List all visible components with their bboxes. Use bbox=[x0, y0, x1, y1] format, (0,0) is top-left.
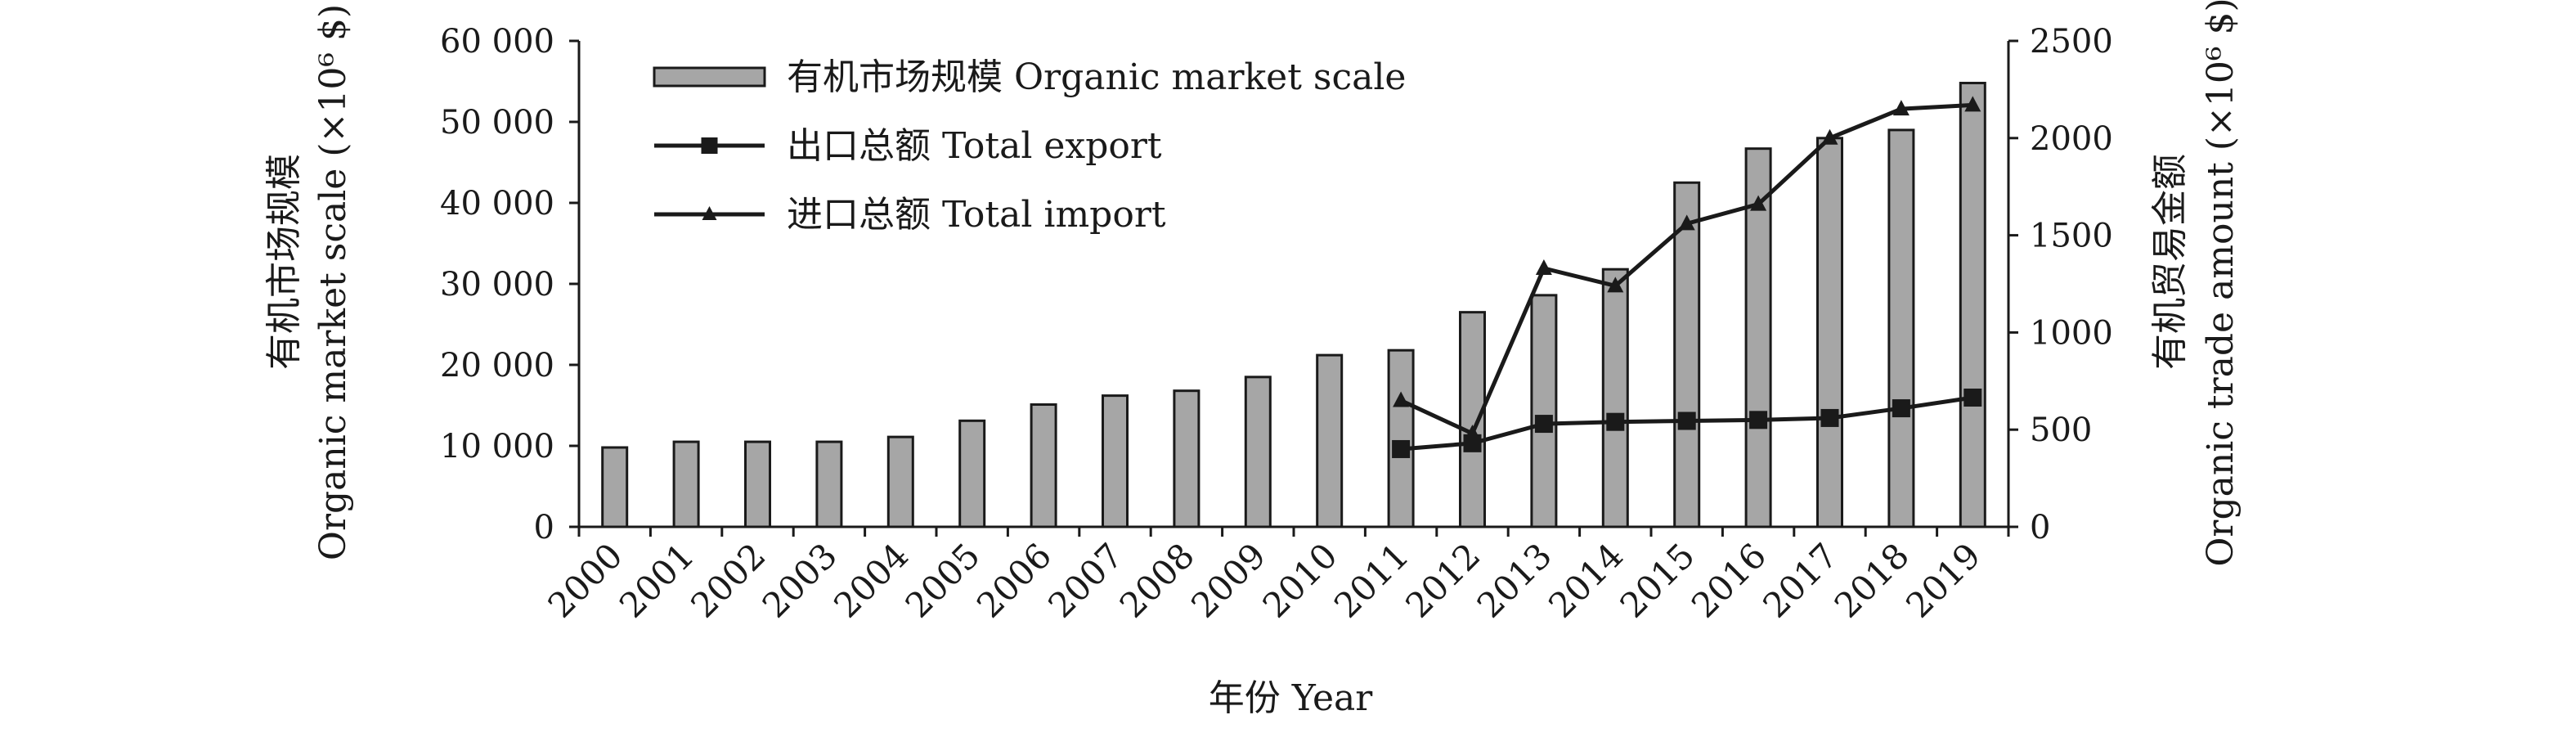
marker-import bbox=[1393, 391, 1410, 407]
left-axis-title-line1: 有机市场规模 bbox=[263, 154, 305, 370]
x-tick-label: 2013 bbox=[1470, 535, 1560, 625]
bars bbox=[601, 81, 1986, 528]
x-tick-label: 2007 bbox=[1040, 535, 1130, 625]
x-tick-label: 2002 bbox=[683, 535, 773, 625]
bar-market-scale bbox=[1959, 81, 1986, 528]
legend-label: 有机市场规模 Organic market scale bbox=[787, 56, 1406, 98]
bar-market-scale bbox=[958, 419, 986, 528]
bar-market-scale bbox=[886, 435, 914, 528]
marker-import bbox=[1892, 100, 1910, 116]
bar-market-scale bbox=[744, 440, 771, 528]
x-tick-label: 2008 bbox=[1112, 535, 1202, 625]
x-tick-label: 2006 bbox=[969, 535, 1059, 625]
x-tick-label: 2003 bbox=[755, 535, 845, 625]
x-tick-label: 2016 bbox=[1684, 535, 1774, 625]
x-axis-title: 年份 Year bbox=[1209, 677, 1373, 719]
x-tick-label: 2012 bbox=[1398, 535, 1488, 625]
marker-export bbox=[1749, 411, 1768, 429]
right-tick-label: 2000 bbox=[2030, 120, 2113, 158]
marker-export bbox=[1606, 412, 1625, 431]
bar-market-scale bbox=[1244, 375, 1272, 528]
bar-market-scale bbox=[1387, 349, 1415, 528]
legend-marker-export bbox=[701, 137, 718, 154]
marker-import bbox=[1535, 259, 1552, 275]
bar-market-scale bbox=[1530, 294, 1558, 528]
axis-titles: 有机市场规模 Organic market scale (×10⁶ $) 有机贸… bbox=[263, 0, 2242, 719]
bar-market-scale bbox=[1816, 137, 1843, 528]
right-tick-label: 1500 bbox=[2030, 218, 2113, 255]
left-tick-label: 10 000 bbox=[440, 428, 554, 465]
left-tick-label: 50 000 bbox=[440, 104, 554, 142]
x-tick-label: 2014 bbox=[1541, 535, 1631, 625]
marker-export bbox=[1892, 399, 1910, 418]
left-tick-label: 40 000 bbox=[440, 185, 554, 223]
x-tick-label: 2004 bbox=[826, 535, 916, 625]
x-tick-label: 2005 bbox=[898, 535, 988, 625]
right-tick-label: 500 bbox=[2030, 411, 2092, 449]
x-tick-label: 2011 bbox=[1326, 535, 1416, 625]
marker-import bbox=[1821, 128, 1838, 145]
axes: 0 10 000 20 000 30 000 40 000 50 000 60 000 0 50… bbox=[440, 23, 2113, 626]
right-tick-label: 0 bbox=[2030, 509, 2050, 546]
bar-market-scale bbox=[1102, 394, 1129, 528]
legend-label: 出口总额 Total export bbox=[787, 125, 1162, 167]
x-tick-label: 2000 bbox=[541, 535, 631, 625]
bar-market-scale bbox=[1173, 389, 1200, 528]
bar-market-scale bbox=[815, 440, 843, 528]
bar-market-scale bbox=[1673, 181, 1701, 528]
legend-label: 进口总额 Total import bbox=[787, 194, 1166, 236]
right-tick-label: 2500 bbox=[2030, 23, 2113, 61]
left-tick-label: 60 000 bbox=[440, 23, 554, 61]
left-tick-label: 30 000 bbox=[440, 266, 554, 304]
right-axis-title-line2: Organic trade amount (×10⁶ $) bbox=[2200, 0, 2242, 567]
marker-export bbox=[1963, 388, 1982, 407]
bar-market-scale bbox=[1744, 147, 1772, 528]
legend: 有机市场规模 Organic market scale 出口总额 Total ex… bbox=[653, 56, 1406, 236]
right-axis-title-line1: 有机贸易金额 bbox=[2149, 154, 2191, 370]
bar-market-scale bbox=[672, 440, 700, 528]
bar-market-scale bbox=[1887, 128, 1915, 528]
x-tick-label: 2009 bbox=[1183, 535, 1273, 625]
x-tick-label: 2017 bbox=[1755, 535, 1845, 625]
marker-export bbox=[1677, 411, 1696, 430]
x-tick-label: 2015 bbox=[1613, 535, 1703, 625]
bar-market-scale bbox=[1459, 311, 1486, 528]
marker-import bbox=[1964, 96, 1981, 112]
marker-import bbox=[1750, 195, 1767, 211]
bar-market-scale bbox=[1030, 403, 1057, 528]
bar-market-scale bbox=[1601, 268, 1629, 528]
marker-import bbox=[1464, 424, 1481, 440]
marker-export bbox=[1392, 439, 1411, 458]
left-tick-label: 0 bbox=[534, 509, 554, 546]
bar-market-scale bbox=[1316, 353, 1344, 528]
marker-export bbox=[1534, 415, 1553, 434]
marker-export bbox=[1820, 408, 1839, 427]
legend-marker-import bbox=[702, 206, 717, 220]
series-markers bbox=[1392, 96, 1982, 458]
x-tick-label: 2018 bbox=[1827, 535, 1917, 625]
x-tick-label: 2001 bbox=[612, 535, 702, 625]
left-axis-title-line2: Organic market scale (×10⁶ $) bbox=[312, 4, 354, 560]
bar-market-scale bbox=[601, 446, 629, 528]
marker-import bbox=[1678, 214, 1695, 231]
legend-swatch-market-scale bbox=[653, 66, 766, 88]
x-tick-label: 2019 bbox=[1898, 535, 1988, 625]
right-tick-label: 1000 bbox=[2030, 314, 2113, 352]
left-tick-label: 20 000 bbox=[440, 347, 554, 384]
x-tick-label: 2010 bbox=[1255, 535, 1345, 625]
marker-import bbox=[1607, 277, 1624, 293]
